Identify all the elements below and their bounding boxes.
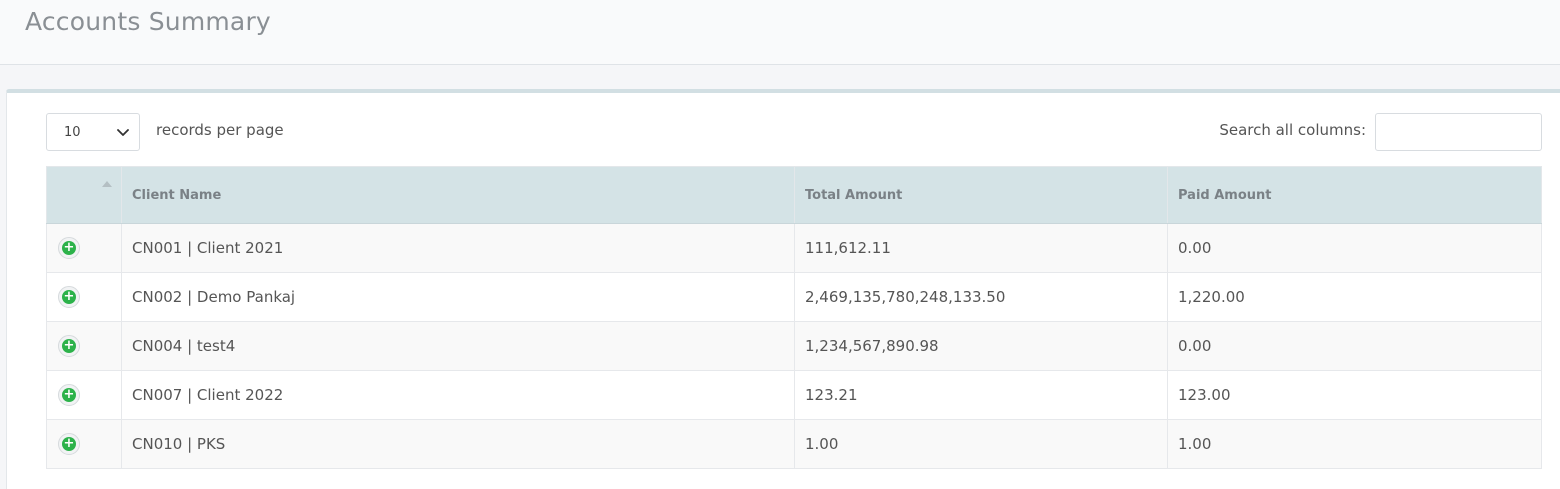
table-header-row: Client Name Total Amount Paid Amount	[46, 166, 1542, 224]
column-header-paid-amount[interactable]: Paid Amount	[1167, 166, 1542, 224]
client-name-cell: CN007 | Client 2022	[121, 370, 795, 420]
total-amount-cell: 1.00	[794, 419, 1168, 469]
client-name-cell: CN010 | PKS	[121, 419, 795, 469]
expand-row-icon[interactable]	[58, 433, 80, 455]
table-row: CN010 | PKS 1.00 1.00	[46, 419, 1542, 469]
expand-row-icon[interactable]	[58, 286, 80, 308]
total-amount-cell: 111,612.11	[794, 223, 1168, 273]
paid-amount-cell: 1.00	[1167, 419, 1542, 469]
expand-row-icon[interactable]	[58, 335, 80, 357]
paid-amount-cell: 123.00	[1167, 370, 1542, 420]
chevron-down-icon	[117, 129, 129, 136]
client-name-cell: CN002 | Demo Pankaj	[121, 272, 795, 322]
column-header-control[interactable]	[46, 166, 122, 224]
paid-amount-cell: 0.00	[1167, 223, 1542, 273]
total-amount-cell: 1,234,567,890.98	[794, 321, 1168, 371]
table-row: CN002 | Demo Pankaj 2,469,135,780,248,13…	[46, 272, 1542, 322]
client-name-cell: CN001 | Client 2021	[121, 223, 795, 273]
sort-ascending-icon	[102, 181, 112, 187]
expand-row-icon[interactable]	[58, 384, 80, 406]
search-label: Search all columns:	[1219, 121, 1366, 139]
table-row: CN004 | test4 1,234,567,890.98 0.00	[46, 321, 1542, 371]
paid-amount-cell: 1,220.00	[1167, 272, 1542, 322]
accounts-panel: 10 records per page Search all columns: …	[6, 89, 1560, 489]
page-title: Accounts Summary	[25, 7, 271, 36]
table-row: CN001 | Client 2021 111,612.11 0.00	[46, 223, 1542, 273]
expand-row-icon[interactable]	[58, 237, 80, 259]
client-name-cell: CN004 | test4	[121, 321, 795, 371]
accounts-table: Client Name Total Amount Paid Amount CN0…	[46, 166, 1542, 469]
paid-amount-cell: 0.00	[1167, 321, 1542, 371]
column-header-client-name[interactable]: Client Name	[121, 166, 795, 224]
page-length-value: 10	[64, 125, 81, 140]
page-length-select[interactable]: 10	[46, 113, 140, 151]
page-length-label: records per page	[156, 121, 284, 139]
column-header-total-amount[interactable]: Total Amount	[794, 166, 1168, 224]
table-row: CN007 | Client 2022 123.21 123.00	[46, 370, 1542, 420]
total-amount-cell: 2,469,135,780,248,133.50	[794, 272, 1168, 322]
search-input[interactable]	[1375, 113, 1542, 151]
total-amount-cell: 123.21	[794, 370, 1168, 420]
page-header: Accounts Summary	[0, 0, 1560, 65]
